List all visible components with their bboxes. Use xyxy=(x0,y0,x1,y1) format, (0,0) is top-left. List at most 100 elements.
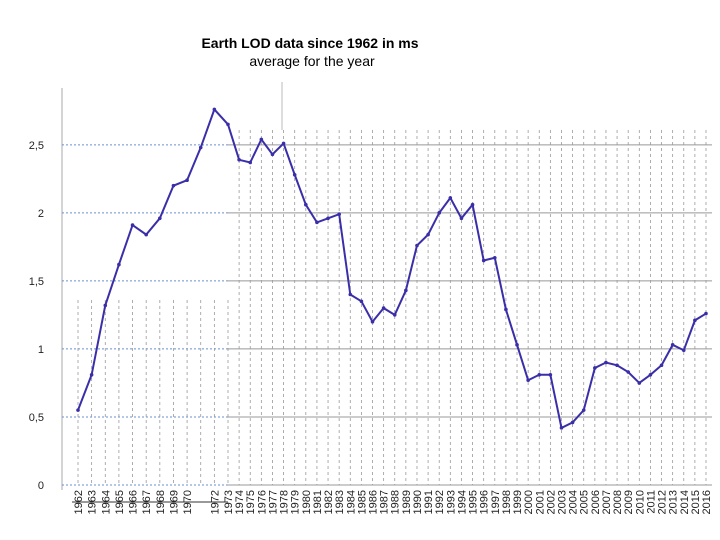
data-point xyxy=(348,292,353,297)
x-tick-label: 1982 xyxy=(323,490,335,514)
y-tick-label: 1,5 xyxy=(29,276,44,288)
data-point xyxy=(198,145,203,150)
data-point xyxy=(593,366,597,370)
x-tick-label: 1981 xyxy=(312,490,324,514)
data-point xyxy=(292,172,297,177)
x-tick-label: 2008 xyxy=(612,490,624,514)
data-point xyxy=(89,372,94,377)
x-tick-label: 2011 xyxy=(645,490,657,514)
chart-title: Earth LOD data since 1962 in ms xyxy=(201,35,418,51)
data-point xyxy=(381,306,386,310)
data-point xyxy=(404,288,408,293)
x-tick-label: 1991 xyxy=(423,490,435,514)
x-tick-label: 2013 xyxy=(668,490,680,514)
data-point xyxy=(604,360,608,365)
x-tick-label: 1995 xyxy=(468,490,480,514)
x-tick-label: 1994 xyxy=(456,490,468,514)
data-point xyxy=(212,107,217,112)
x-tick-label: 2002 xyxy=(545,490,557,514)
data-point xyxy=(570,420,575,425)
data-point xyxy=(315,220,319,225)
x-tick-label: 2005 xyxy=(579,490,591,514)
x-tick-label: 2007 xyxy=(601,490,613,514)
data-point xyxy=(426,232,430,237)
chart-subtitle: average for the year xyxy=(249,53,375,69)
x-tick-label: 1996 xyxy=(479,490,491,514)
data-point xyxy=(537,372,542,377)
data-point xyxy=(459,216,464,221)
x-tick-label: 1977 xyxy=(267,490,279,514)
data-point xyxy=(559,426,564,430)
x-tick-label: 1962 xyxy=(73,490,85,514)
data-point xyxy=(130,223,135,227)
x-tick-label: 1963 xyxy=(87,490,99,514)
data-point xyxy=(248,160,253,165)
data-point xyxy=(470,202,475,207)
data-point xyxy=(626,370,630,374)
data-point xyxy=(704,311,708,316)
data-point xyxy=(504,307,508,312)
data-point xyxy=(259,137,264,142)
x-tick-label: 1985 xyxy=(356,490,368,514)
x-tick-label: 1990 xyxy=(412,490,424,514)
data-point xyxy=(548,372,553,377)
data-point xyxy=(581,408,586,412)
data-point xyxy=(515,343,519,347)
data-point xyxy=(185,178,189,182)
x-tick-label: 1988 xyxy=(390,490,402,514)
data-point xyxy=(448,196,453,200)
x-tick-label: 1966 xyxy=(128,490,140,514)
data-point xyxy=(693,318,697,323)
data-point xyxy=(526,378,530,383)
x-tick-label: 1993 xyxy=(445,490,457,514)
data-point xyxy=(681,348,686,353)
data-point xyxy=(492,255,497,260)
data-point xyxy=(117,262,121,267)
x-tick-label: 1967 xyxy=(141,490,153,514)
x-tick-label: 1984 xyxy=(345,490,357,514)
data-point xyxy=(281,141,286,146)
x-tick-label: 1998 xyxy=(501,490,513,514)
x-tick-label: 1997 xyxy=(490,490,502,514)
data-point xyxy=(270,152,275,157)
data-point xyxy=(158,216,162,221)
data-point xyxy=(337,212,341,217)
x-tick-label: 1983 xyxy=(334,490,346,514)
x-tick-label: 1968 xyxy=(155,490,167,514)
x-tick-label: 2014 xyxy=(679,490,691,514)
x-tick-label: 1975 xyxy=(245,490,257,514)
x-tick-label: 1974 xyxy=(234,490,246,514)
x-tick-label: 1972 xyxy=(209,490,221,514)
x-tick-label: 2006 xyxy=(590,490,602,514)
data-point xyxy=(659,363,664,368)
x-tick-label: 1986 xyxy=(368,490,380,514)
x-tick-label: 1965 xyxy=(114,490,126,514)
data-point xyxy=(226,122,230,127)
x-tick-label: 1989 xyxy=(401,490,413,514)
x-tick-label: 1970 xyxy=(182,490,194,514)
data-point xyxy=(76,408,80,412)
x-tick-label: 1969 xyxy=(168,490,180,514)
x-tick-label: 1992 xyxy=(434,490,446,514)
x-tick-label: 2001 xyxy=(534,490,546,514)
data-point xyxy=(637,381,642,385)
data-point xyxy=(670,343,675,347)
x-tick-label: 2015 xyxy=(690,490,702,514)
data-point xyxy=(326,216,330,221)
data-point xyxy=(437,211,442,215)
data-point xyxy=(415,243,419,248)
y-tick-label: 0,5 xyxy=(29,412,44,424)
y-tick-label: 0 xyxy=(38,480,44,492)
y-tick-label: 2,5 xyxy=(29,140,44,152)
x-tick-label: 2009 xyxy=(623,490,635,514)
x-tick-label: 1980 xyxy=(301,490,313,514)
x-tick-label: 2012 xyxy=(657,490,669,514)
x-tick-label: 2010 xyxy=(634,490,646,514)
x-tick-label: 1973 xyxy=(223,490,235,514)
data-point xyxy=(171,183,176,188)
data-point xyxy=(648,372,653,377)
x-tick-label: 1964 xyxy=(100,490,112,514)
x-tick-label: 2000 xyxy=(523,490,535,514)
